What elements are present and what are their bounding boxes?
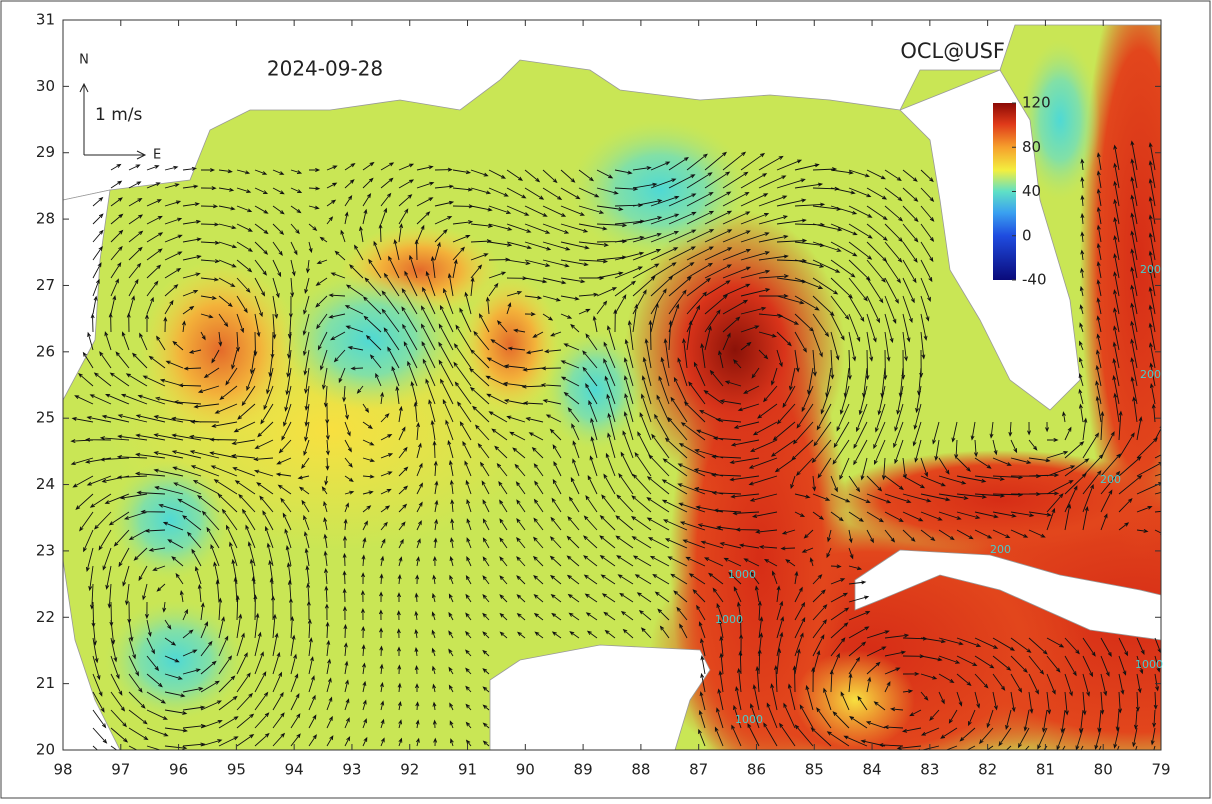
y-tick-label: 26 xyxy=(36,342,55,360)
x-tick-label: 86 xyxy=(747,761,766,779)
contour-label: 200 xyxy=(1100,473,1121,486)
y-tick-label: 30 xyxy=(36,77,55,95)
colorbar-tick-label: 0 xyxy=(1022,226,1032,244)
scale-label: 1 m/s xyxy=(95,105,143,125)
x-tick-label: 85 xyxy=(805,761,824,779)
contour-label: 1000 xyxy=(1135,658,1163,671)
y-tick-label: 31 xyxy=(36,11,55,29)
vector-arrows xyxy=(70,140,1161,750)
x-tick-label: 97 xyxy=(111,761,130,779)
x-tick-label: 79 xyxy=(1151,761,1170,779)
y-tick-label: 28 xyxy=(36,210,55,228)
compass: N E 1 m/s xyxy=(79,53,161,163)
x-tick-label: 91 xyxy=(458,761,477,779)
x-tick-label: 93 xyxy=(342,761,361,779)
x-tick-label: 89 xyxy=(574,761,593,779)
x-tick-label: 81 xyxy=(1036,761,1055,779)
x-tick-label: 96 xyxy=(169,761,188,779)
x-tick-label: 83 xyxy=(920,761,939,779)
contour-label: 1000 xyxy=(735,713,763,726)
x-tick-label: 87 xyxy=(689,761,708,779)
y-tick-label: 27 xyxy=(36,276,55,294)
contour-label: 1000 xyxy=(715,613,743,626)
north-label: N xyxy=(79,53,89,68)
x-tick-label: 95 xyxy=(227,761,246,779)
field xyxy=(63,20,1161,750)
plot-frame xyxy=(62,19,1162,751)
contour-label: 200 xyxy=(1140,368,1161,381)
contour-label: 200 xyxy=(1140,263,1161,276)
x-tick-label: 94 xyxy=(285,761,304,779)
x-tick-label: 82 xyxy=(978,761,997,779)
x-tick-label: 90 xyxy=(516,761,535,779)
y-tick-label: 23 xyxy=(36,541,55,559)
y-tick-label: 25 xyxy=(36,409,55,427)
y-tick-label: 20 xyxy=(36,741,55,759)
x-tick-label: 98 xyxy=(53,761,72,779)
colorbar-tick-label: 40 xyxy=(1022,182,1041,200)
x-tick-label: 88 xyxy=(631,761,650,779)
x-tick-label: 92 xyxy=(400,761,419,779)
contour-label: 1000 xyxy=(728,568,756,581)
credit-label: OCL@USF xyxy=(900,39,1005,63)
date-label: 2024-09-28 xyxy=(267,57,383,81)
y-tick-label: 22 xyxy=(36,608,55,626)
y-tick-label: 24 xyxy=(36,475,55,493)
colorbar-tick-label: 80 xyxy=(1022,138,1041,156)
contour-label: 200 xyxy=(990,543,1011,556)
colorbar-tick-label: 120 xyxy=(1022,94,1051,112)
x-tick-label: 80 xyxy=(1094,761,1113,779)
y-tick-label: 29 xyxy=(36,143,55,161)
colorbar xyxy=(993,103,1016,280)
east-label: E xyxy=(153,148,161,163)
contour-labels: 200 200 200 200 1000 1000 1000 1000 xyxy=(715,263,1163,726)
colorbar-tick-label: -40 xyxy=(1022,271,1047,289)
current-vectors xyxy=(70,140,1161,750)
x-tick-label: 84 xyxy=(863,761,882,779)
y-tick-label: 21 xyxy=(36,674,55,692)
